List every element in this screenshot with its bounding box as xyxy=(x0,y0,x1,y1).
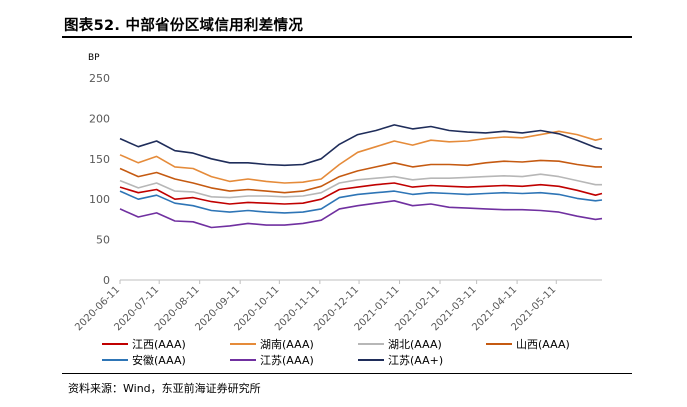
line-chart: BP0501001502002502020-06-112020-07-11202… xyxy=(73,53,603,367)
title-divider xyxy=(62,36,632,38)
y-tick-label: 0 xyxy=(103,274,110,287)
y-axis-unit-label: BP xyxy=(88,53,100,63)
figure-title: 图表52. 中部省份区域信用利差情况 xyxy=(64,18,304,34)
series-line xyxy=(119,124,603,167)
source-note: 资料来源：Wind，东亚前海证券研究所 xyxy=(68,382,261,395)
legend-label: 湖南(AAA) xyxy=(260,338,314,351)
series-line xyxy=(119,159,602,194)
series-line xyxy=(119,190,603,214)
figure-header: 图表52. 中部省份区域信用利差情况 xyxy=(62,8,632,36)
y-tick-label: 250 xyxy=(89,72,110,85)
series-line xyxy=(119,130,603,184)
legend-label: 江苏(AA+) xyxy=(388,354,443,367)
legend-label: 安徽(AAA) xyxy=(132,353,186,367)
legend-label: 江西(AAA) xyxy=(132,338,186,351)
footer-divider xyxy=(62,373,632,374)
legend-label: 江苏(AAA) xyxy=(260,354,314,367)
y-tick-label: 50 xyxy=(96,234,110,247)
series-line xyxy=(119,173,602,199)
chart-area: BP 0 50 100 150 200 250 2020-06-11 2020-07-11 202… xyxy=(62,40,632,372)
y-tick-label: 100 xyxy=(89,193,110,206)
y-tick-label: 200 xyxy=(89,112,110,125)
series-line xyxy=(119,200,603,229)
series-line xyxy=(119,182,603,205)
legend-label: 湖北(AAA) xyxy=(388,338,442,351)
legend-label: 山西(AAA) xyxy=(516,338,570,351)
y-tick-label: 150 xyxy=(89,153,110,166)
